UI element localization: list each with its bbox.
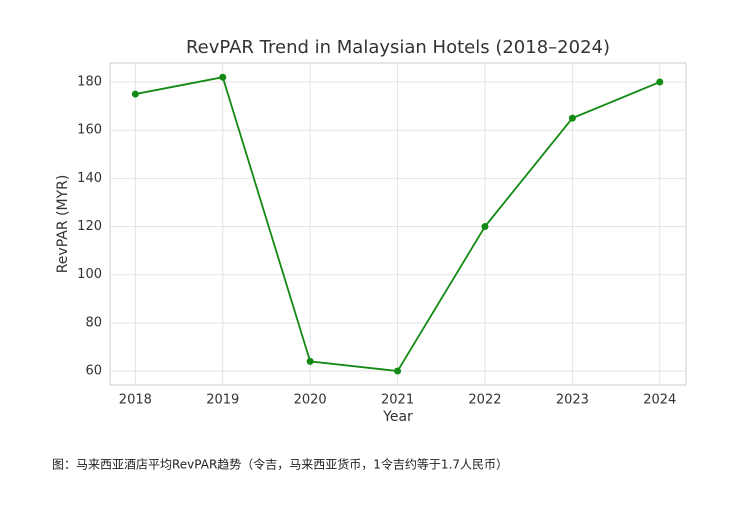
y-tick-label: 160	[77, 123, 102, 138]
x-axis-label: Year	[382, 409, 413, 425]
caption: 图：马来西亚酒店平均RevPAR趋势（令吉，马来西亚货币，1令吉约等于1.7人民…	[52, 457, 508, 472]
y-tick-label: 100	[77, 267, 102, 282]
point	[306, 357, 314, 365]
y-tick-label: 180	[77, 75, 102, 90]
point	[568, 114, 576, 122]
point	[219, 73, 227, 81]
y-axis-label: RevPAR (MYR)	[55, 175, 71, 274]
y-tick-label: 120	[77, 219, 102, 234]
x-tick-label: 2020	[294, 393, 327, 408]
x-tick-label: 2021	[381, 393, 414, 408]
x-tick-label: 2023	[556, 393, 589, 408]
x-tick-label: 2019	[206, 393, 239, 408]
x-tick-label: 2024	[643, 393, 676, 408]
plot-frame	[109, 62, 687, 386]
y-tick-label: 80	[85, 315, 102, 330]
point	[131, 90, 139, 98]
chart-title: RevPAR Trend in Malaysian Hotels (2018–2…	[186, 37, 610, 58]
point	[656, 78, 664, 86]
point	[394, 367, 402, 375]
point	[481, 223, 489, 231]
y-tick-label: 60	[85, 364, 102, 379]
y-tick-label: 140	[77, 171, 102, 186]
x-tick-label: 2022	[468, 393, 501, 408]
x-tick-label: 2018	[119, 393, 152, 408]
